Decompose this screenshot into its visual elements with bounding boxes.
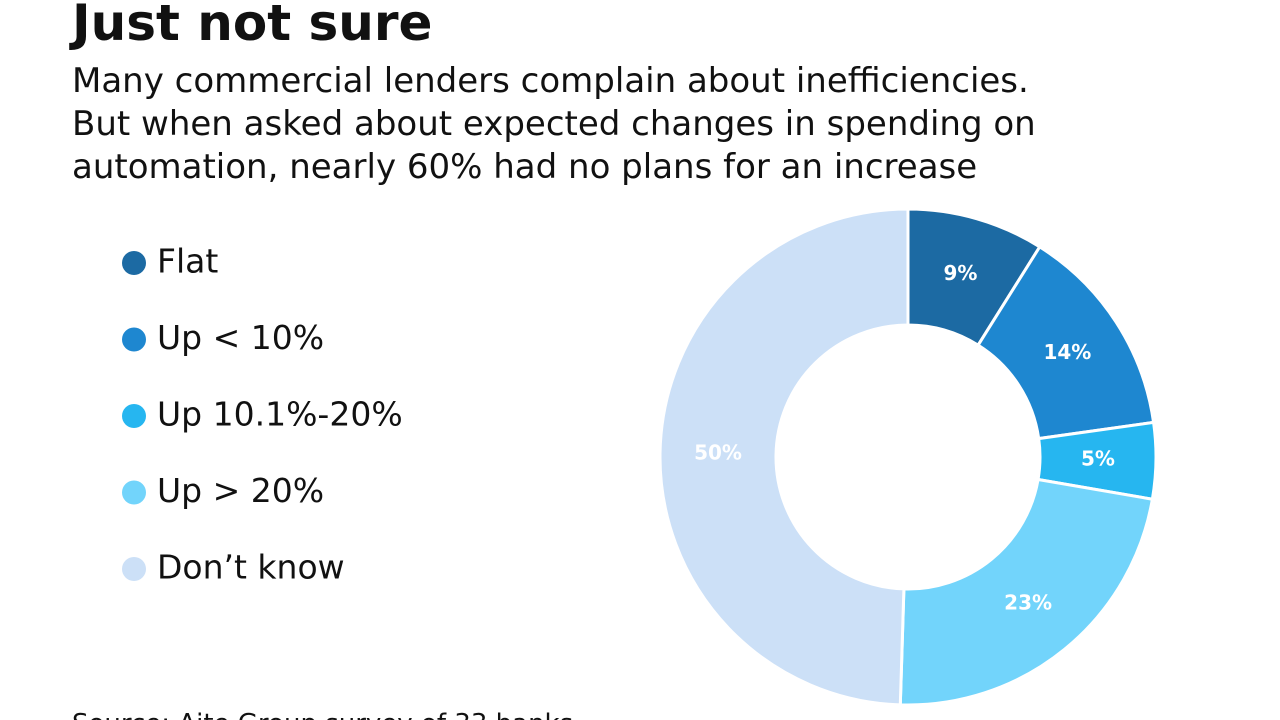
legend-label: Up < 10%	[157, 318, 324, 357]
legend-label: Up > 20%	[157, 471, 324, 510]
legend-label: Up 10.1%-20%	[157, 395, 403, 434]
legend-label: Flat	[157, 242, 218, 281]
donut-segment	[658, 207, 910, 707]
subtitle: Many commercial lenders complain about i…	[72, 61, 1029, 101]
value-label: 14%	[1043, 340, 1091, 364]
value-label: 9%	[944, 261, 978, 285]
legend-swatch	[122, 251, 146, 275]
legend-swatch	[122, 480, 146, 505]
source: Source: Aite Group survey of 33 banks	[72, 709, 573, 720]
subtitle: But when asked about expected changes in…	[72, 104, 1036, 144]
donut-segment	[898, 477, 1155, 707]
chart-title: Just not sure	[69, 0, 432, 52]
value-label: 5%	[1081, 446, 1115, 470]
legend-swatch	[122, 404, 146, 428]
legend-label: Don’t know	[157, 548, 345, 587]
legend-swatch	[122, 327, 146, 352]
value-label: 23%	[1004, 591, 1052, 615]
value-label: 50%	[694, 441, 742, 465]
subtitle: automation, nearly 60% had no plans for …	[72, 147, 977, 187]
legend-swatch	[122, 557, 146, 581]
